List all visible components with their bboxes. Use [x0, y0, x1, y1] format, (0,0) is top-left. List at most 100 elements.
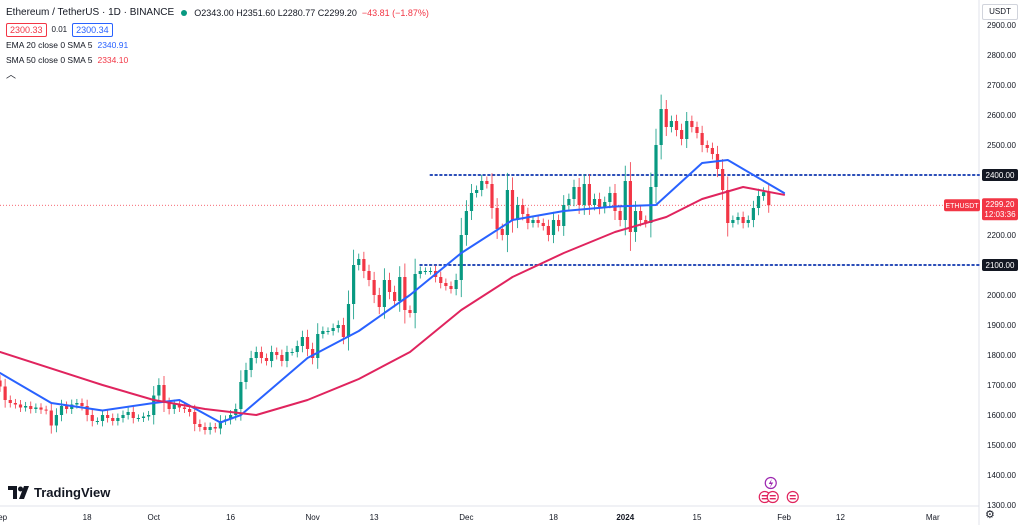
sma-indicator-label[interactable]: SMA 50 close 0 SMA 5 [6, 54, 93, 65]
x-tick-label: Sep [0, 513, 8, 522]
time-axis[interactable]: Sep 18 Oct 16 Nov 13 Dec 18 2024 15 Feb 12 Mar [0, 513, 940, 522]
candle-body [639, 211, 643, 220]
ema-indicator-label[interactable]: EMA 20 close 0 SMA 5 [6, 39, 93, 50]
candle-body [746, 220, 750, 223]
us-flag-event-icon[interactable] [786, 490, 799, 504]
candle-body [669, 121, 673, 127]
candle-body [551, 220, 556, 235]
candle-body [449, 286, 453, 289]
candle-body [505, 190, 509, 235]
candle-body [751, 208, 755, 220]
candle-body [700, 133, 704, 145]
candle-body [633, 211, 638, 232]
candle-body [608, 193, 612, 202]
candle-body [213, 427, 217, 429]
candle-body [177, 404, 181, 408]
candle-body [280, 355, 284, 361]
candle-body [3, 386, 7, 400]
x-tick-label: Nov [306, 513, 320, 522]
candle-body [24, 406, 28, 408]
spread-value: 0.01 [51, 24, 68, 34]
candle-body [382, 280, 386, 307]
ohlc-values: O2343.00 H2351.60 L2280.77 C2299.20 [194, 7, 357, 18]
x-tick-label: Oct [148, 513, 161, 522]
candle-body [428, 271, 433, 272]
lightning-glyph [768, 479, 774, 488]
candle-body [275, 352, 279, 355]
candle-body [316, 334, 320, 358]
candle-body [249, 358, 253, 370]
candle-body [239, 382, 243, 409]
candle-body [618, 211, 622, 220]
y-tick-label: 2600.00 [987, 111, 1016, 120]
candle-body [387, 280, 392, 292]
candle-body [259, 352, 263, 358]
candle-body [690, 121, 694, 127]
candle-body [372, 280, 376, 295]
candle-body [464, 211, 468, 235]
candle-body [731, 220, 735, 223]
events[interactable] [758, 476, 799, 504]
ema-indicator-value: 2340.91 [97, 39, 129, 50]
candle-body [254, 352, 258, 358]
y-tick-label: 1300.00 [987, 501, 1016, 510]
x-tick-label: Dec [459, 513, 473, 522]
candle-body [65, 406, 69, 409]
candle-body [459, 235, 463, 280]
horizontal-levels [419, 174, 980, 266]
flag-stripe [761, 495, 768, 497]
candle-body [680, 130, 684, 139]
settings-gear-icon[interactable]: ⚙ [985, 509, 995, 521]
candle-body [423, 271, 427, 272]
candle-body [8, 400, 12, 403]
candle-body [346, 304, 351, 337]
y-tick-label: 2800.00 [987, 51, 1016, 60]
candle-body [203, 427, 207, 430]
tradingview-logo[interactable]: TradingView [8, 485, 110, 500]
candle-body [100, 415, 105, 421]
level-tag [982, 259, 1018, 271]
candle-body [198, 424, 202, 427]
candle-body [546, 226, 550, 235]
candle-body [13, 403, 17, 405]
candle-body [131, 412, 135, 418]
candle-body [659, 109, 663, 145]
sell-price-button[interactable]: 2300.33 [6, 22, 47, 37]
flag-stripe [769, 495, 776, 497]
x-tick-label: 18 [549, 513, 558, 522]
candle-body [85, 406, 89, 415]
candle-body [357, 259, 361, 265]
symbol-title[interactable]: Ethereum / TetherUS · 1D · BINANCE [6, 6, 175, 18]
candle-body [521, 205, 525, 214]
candle-body [136, 418, 140, 419]
candle-body [295, 346, 299, 352]
us-flag-event-icon[interactable] [766, 490, 779, 504]
candle-body [685, 121, 689, 139]
candle-body [710, 148, 714, 154]
level-tag-label: 2100.00 [986, 261, 1015, 270]
candle-body [352, 265, 356, 304]
buy-price-button[interactable]: 2300.34 [72, 22, 113, 37]
moving-averages [0, 159, 786, 424]
candle-body [572, 187, 576, 199]
candle-body [336, 325, 340, 328]
candle-body [490, 184, 494, 208]
y-tick-label: 2200.00 [987, 231, 1016, 240]
candle-body [44, 409, 48, 411]
candle-body [152, 395, 156, 415]
candle-body [116, 418, 120, 421]
y-tick-label: 2500.00 [987, 141, 1016, 150]
candle-body [59, 406, 64, 415]
candle-body [674, 121, 679, 130]
candle-body [95, 421, 99, 422]
brand-name: TradingView [34, 485, 111, 500]
collapse-legend-chevron-icon[interactable]: ︿ [6, 70, 16, 81]
y-tick-label: 1700.00 [987, 381, 1016, 390]
currency-selector[interactable]: USDT [982, 4, 1018, 20]
candle-body [562, 205, 566, 226]
y-tick-label: 1800.00 [987, 351, 1016, 360]
ema-20-line [0, 159, 786, 424]
candle-body [469, 193, 474, 211]
